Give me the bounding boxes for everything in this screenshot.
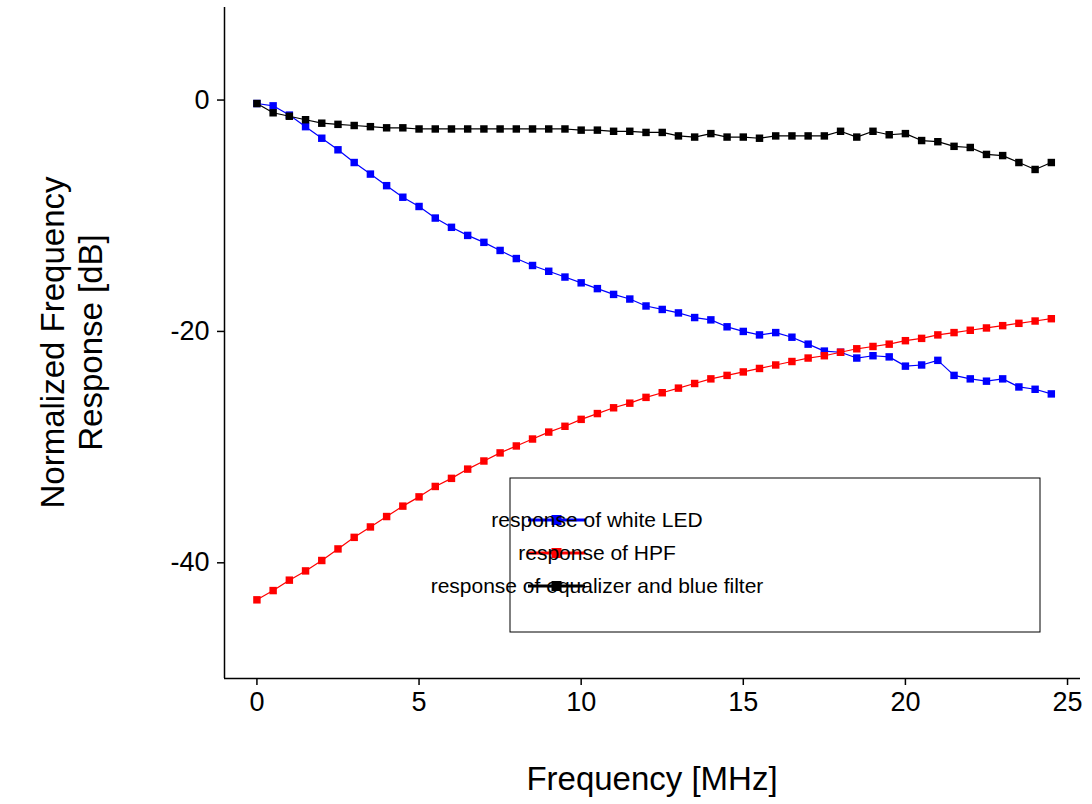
svg-text:10: 10	[566, 687, 596, 717]
svg-text:response of white LED: response of white LED	[491, 508, 702, 531]
svg-text:15: 15	[728, 687, 758, 717]
svg-text:0: 0	[249, 687, 264, 717]
svg-text:5: 5	[412, 687, 427, 717]
svg-text:response of HPF: response of HPF	[518, 541, 676, 564]
svg-text:0: 0	[194, 85, 209, 115]
svg-text:-20: -20	[170, 316, 209, 346]
svg-text:-40: -40	[170, 547, 209, 577]
svg-text:Normalized FrequencyResponse [: Normalized FrequencyResponse [dB]	[34, 176, 109, 508]
svg-text:25: 25	[1053, 687, 1083, 717]
svg-text:Frequency [MHz]: Frequency [MHz]	[526, 760, 777, 797]
svg-text:20: 20	[890, 687, 920, 717]
svg-text:response of equalizer and blue: response of equalizer and blue filter	[431, 574, 764, 597]
